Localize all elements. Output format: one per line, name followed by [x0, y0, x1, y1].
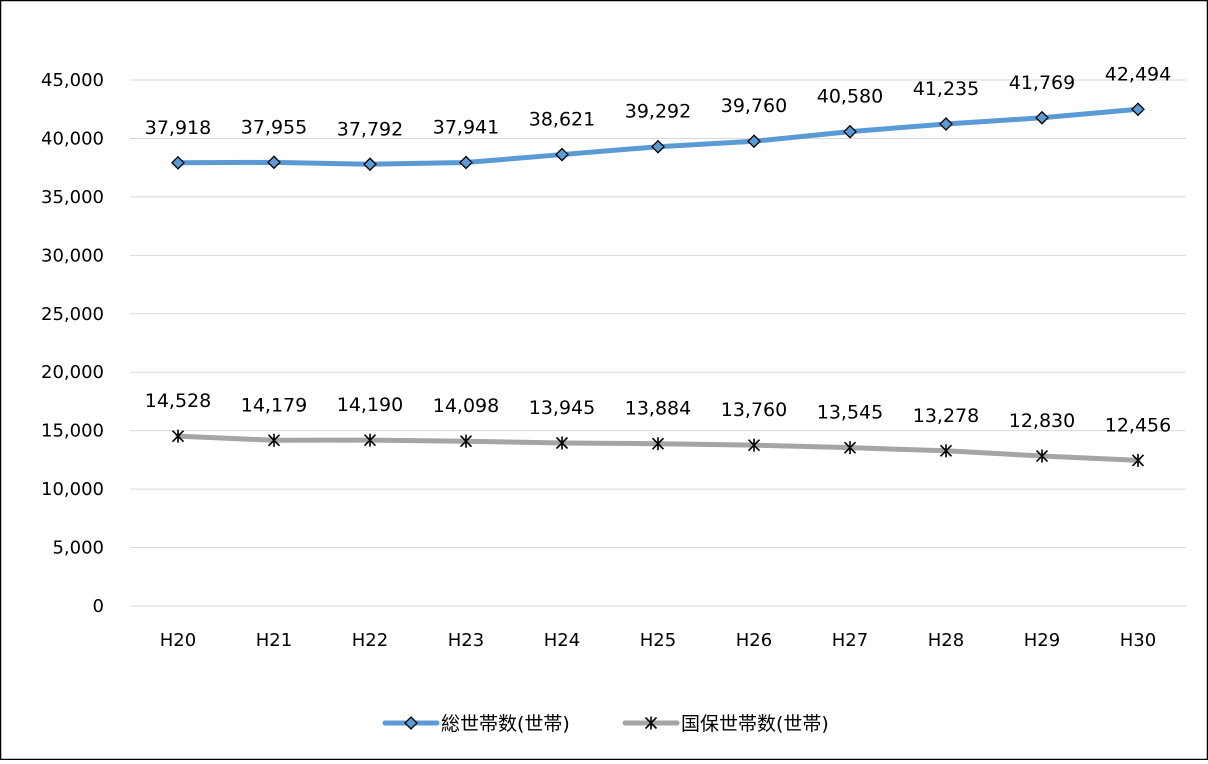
x-tick-label: H23 — [448, 630, 484, 651]
x-tick-label: H27 — [832, 630, 868, 651]
data-label: 37,955 — [241, 116, 307, 138]
data-label: 14,528 — [145, 390, 211, 412]
legend-marker — [644, 716, 658, 730]
y-tick-label: 40,000 — [41, 128, 104, 149]
axes: 0 5,000 10,000 15,000 20,000 25,000 30,000 35,0… — [41, 70, 1156, 651]
data-point — [651, 437, 665, 451]
legend: 総世帯数(世帯) 国保世帯数(世帯) — [382, 713, 829, 735]
data-point — [363, 157, 377, 172]
data-label: 39,760 — [721, 95, 787, 117]
data-labels: 37,918 37,955 37,792 37,941 38,621 39,292 39,7… — [145, 63, 1171, 436]
data-label: 39,292 — [625, 101, 691, 123]
series-layer — [171, 102, 1145, 467]
data-point — [171, 155, 185, 170]
x-tick-label: H21 — [256, 630, 292, 651]
y-tick-label: 30,000 — [41, 245, 104, 266]
data-label: 13,545 — [817, 402, 883, 424]
data-point — [363, 433, 377, 447]
x-tick-label: H22 — [352, 630, 388, 651]
data-point — [459, 434, 473, 448]
x-tick-label: H28 — [928, 630, 964, 651]
data-point — [459, 155, 473, 170]
x-tick-label: H24 — [544, 630, 580, 651]
data-point — [1035, 110, 1049, 125]
data-label: 13,884 — [625, 398, 691, 420]
data-label: 14,179 — [241, 394, 307, 416]
legend-item-nhi-households: 国保世帯数(世帯) — [622, 713, 829, 735]
data-label: 37,941 — [433, 117, 499, 139]
data-point — [1131, 453, 1145, 467]
data-point — [939, 117, 953, 131]
data-label: 13,278 — [913, 405, 979, 427]
data-point — [555, 147, 569, 162]
data-label: 38,621 — [529, 109, 595, 131]
legend-label: 総世帯数(世帯) — [441, 713, 570, 735]
data-label: 12,830 — [1009, 410, 1075, 432]
data-point — [1035, 449, 1049, 463]
data-label: 13,760 — [721, 399, 787, 421]
data-label: 41,769 — [1009, 72, 1075, 94]
data-point — [267, 155, 281, 170]
data-point — [747, 438, 761, 452]
y-tick-label: 45,000 — [41, 70, 104, 91]
data-label: 37,792 — [337, 118, 403, 140]
x-tick-label: H20 — [160, 630, 196, 651]
x-tick-label: H30 — [1120, 630, 1156, 651]
gridlines — [130, 79, 1186, 607]
y-tick-label: 10,000 — [41, 479, 104, 500]
y-tick-label: 0 — [93, 596, 104, 617]
legend-marker — [404, 716, 418, 730]
legend-item-total-households: 総世帯数(世帯) — [382, 713, 570, 735]
data-label: 13,945 — [529, 397, 595, 419]
data-label: 14,190 — [337, 394, 403, 416]
x-tick-label: H29 — [1024, 630, 1060, 651]
data-label: 12,456 — [1105, 414, 1171, 436]
data-point — [843, 441, 857, 455]
data-label: 14,098 — [433, 395, 499, 417]
y-tick-label: 5,000 — [52, 538, 104, 559]
data-point — [267, 433, 281, 447]
data-point — [651, 139, 665, 154]
data-point — [171, 429, 185, 443]
data-point — [1131, 102, 1145, 117]
data-point — [747, 134, 761, 149]
data-label: 42,494 — [1105, 63, 1171, 85]
y-tick-label: 20,000 — [41, 362, 104, 383]
y-tick-label: 25,000 — [41, 304, 104, 325]
data-label: 41,235 — [913, 78, 979, 100]
data-label: 40,580 — [817, 86, 883, 108]
x-tick-label: H25 — [640, 630, 676, 651]
data-point — [843, 124, 857, 139]
data-point — [555, 436, 569, 450]
data-label: 37,918 — [145, 117, 211, 139]
y-tick-label: 15,000 — [41, 421, 104, 442]
data-point — [939, 444, 953, 458]
y-tick-label: 35,000 — [41, 187, 104, 208]
x-tick-label: H26 — [736, 630, 772, 651]
legend-label: 国保世帯数(世帯) — [681, 713, 829, 735]
